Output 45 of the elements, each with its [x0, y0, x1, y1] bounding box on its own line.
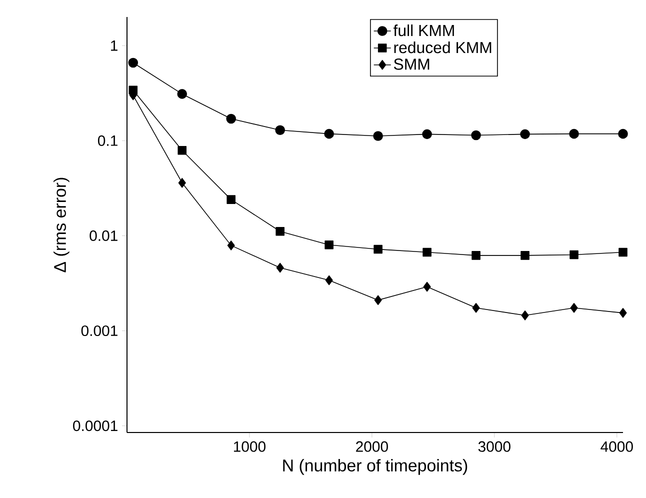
point: [520, 251, 530, 260]
point: [570, 302, 578, 313]
point: [324, 240, 334, 250]
point: [374, 295, 382, 306]
point: [373, 131, 383, 141]
legend-label: full KMM: [393, 24, 454, 36]
point: [570, 250, 578, 260]
point: [569, 128, 579, 139]
y-tick-label: 0.1: [98, 135, 118, 146]
x-tick-label: 1000: [234, 441, 266, 452]
point: [178, 178, 186, 188]
point: [226, 114, 236, 124]
point: [472, 302, 480, 313]
x-axis-title: N (number of timepoints): [283, 459, 468, 475]
x-tick-label: 3000: [478, 441, 510, 452]
point: [520, 129, 530, 140]
y-tick-label: 0.0001: [73, 420, 118, 432]
y-tick-label: 0.01: [90, 230, 118, 241]
y-axis-title: Δ (rms error): [54, 178, 70, 272]
point: [128, 58, 138, 68]
point: [374, 244, 382, 254]
point: [618, 248, 628, 257]
point: [227, 240, 235, 250]
point: [276, 262, 284, 273]
point: [226, 195, 236, 204]
x-tick-label: 2000: [356, 441, 388, 452]
point: [471, 130, 481, 140]
point: [619, 308, 627, 318]
y-tick-label: 0.001: [81, 325, 118, 336]
point: [324, 128, 334, 139]
point: [325, 275, 333, 286]
point: [472, 251, 480, 260]
legend-label: SMM: [394, 58, 430, 70]
point: [275, 125, 285, 136]
legend-label: reduced KMM: [394, 42, 492, 54]
point: [423, 282, 431, 292]
point: [177, 89, 188, 99]
point: [178, 146, 187, 155]
point: [276, 226, 284, 236]
point: [422, 129, 432, 140]
point: [521, 310, 529, 320]
x-tick-label: 4000: [600, 441, 633, 452]
point: [422, 248, 432, 257]
point: [618, 128, 628, 139]
y-tick-label: 1: [111, 40, 118, 51]
